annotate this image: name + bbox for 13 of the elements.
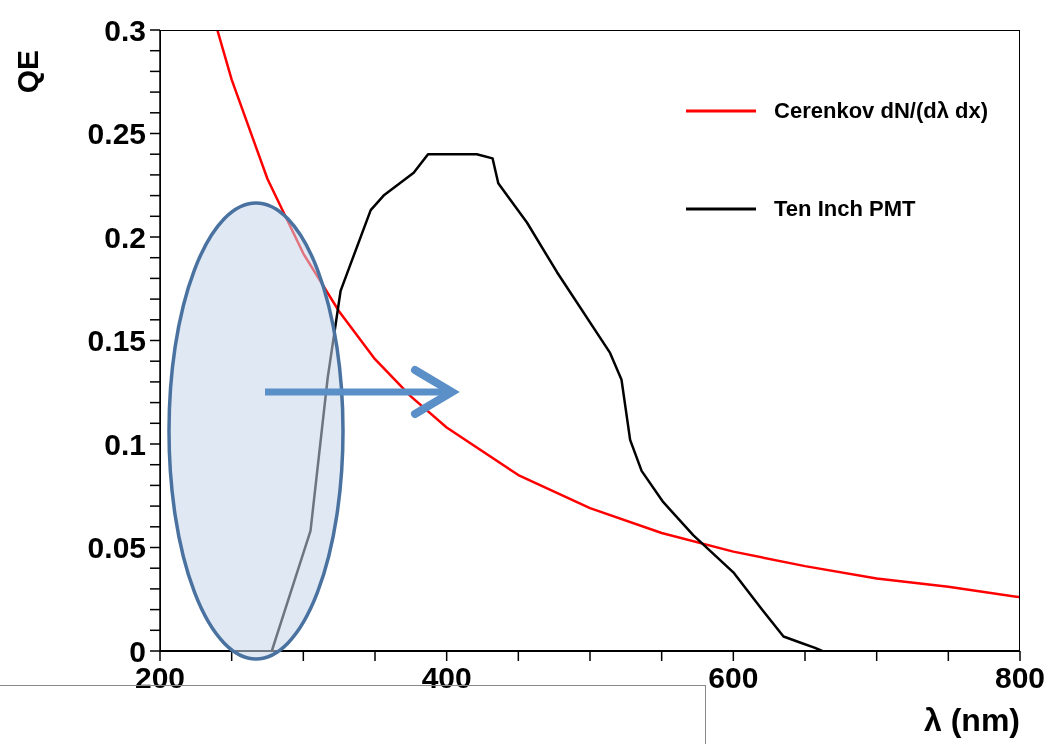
y-tick-label: 0.25	[87, 117, 146, 151]
y-tick-label: 0.15	[87, 324, 146, 358]
legend-label: Cerenkov dN/(dλ dx)	[774, 98, 988, 124]
x-tick-label: 600	[708, 661, 759, 695]
x-tick-label: 800	[994, 661, 1046, 695]
legend-label: Ten Inch PMT	[774, 196, 916, 222]
y-tick-label: 0.1	[104, 427, 146, 461]
y-tick-label: 0.3	[104, 13, 146, 47]
x-axis-title: λ (nm)	[924, 702, 1020, 738]
y-axis-title: QE	[11, 50, 44, 94]
y-tick-label: 0.05	[87, 531, 146, 565]
y-tick-label: 0	[129, 634, 146, 668]
y-tick-label: 0.2	[104, 220, 146, 254]
